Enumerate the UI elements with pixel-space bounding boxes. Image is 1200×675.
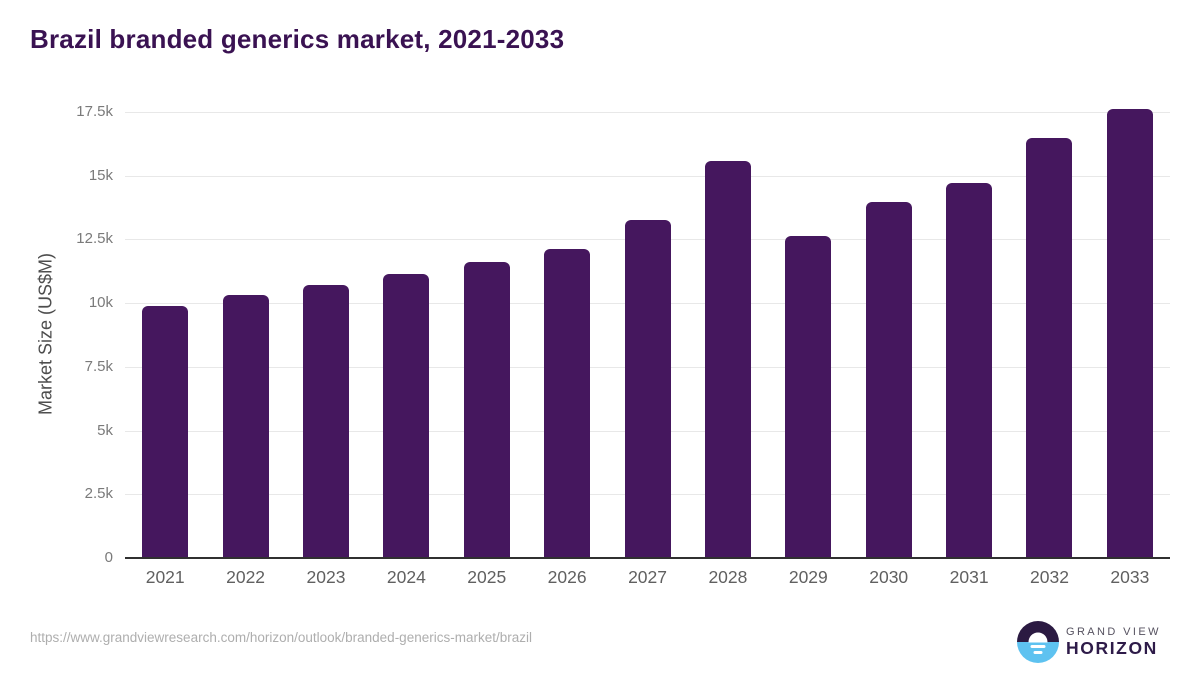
x-tick-label: 2024 — [386, 567, 426, 587]
x-tick-labels: 2021 2022 2023 2024 2025 2026 2027 2028 2029 2030… — [125, 567, 1170, 588]
logo-text: GRAND VIEW HORIZON — [1066, 626, 1161, 658]
bar-2023[interactable] — [302, 284, 349, 558]
bar-2030[interactable] — [865, 202, 912, 558]
x-tick-label: 2026 — [547, 567, 587, 587]
bar-slot — [1090, 92, 1170, 558]
y-tick-label: 2.5k — [84, 485, 113, 503]
y-tick-label: 12.5k — [76, 230, 113, 248]
y-tick-labels: 0 2.5k 5k 7.5k 10k 12.5k 15k 17.5k — [52, 103, 113, 566]
logo-horizon-label: HORIZON — [1066, 638, 1158, 658]
logo-grand-view-label: GRAND VIEW — [1066, 626, 1161, 638]
x-tick-label: 2032 — [1030, 567, 1069, 587]
bar-slot — [1009, 92, 1089, 558]
plot-area — [125, 108, 1170, 559]
y-tick-label: 0 — [104, 549, 113, 566]
y-tick-label: 5k — [97, 421, 113, 439]
y-tick-label: 7.5k — [84, 357, 113, 375]
reflection-line — [1033, 651, 1043, 654]
bar-slot — [286, 92, 366, 558]
bar-2032[interactable] — [1026, 137, 1073, 558]
bars — [125, 92, 1170, 558]
x-tick-label: 2023 — [306, 567, 346, 587]
x-axis-line — [125, 557, 1170, 559]
bar-2028[interactable] — [704, 161, 751, 558]
source-url: https://www.grandviewresearch.com/horizo… — [30, 630, 532, 645]
bar-slot — [849, 92, 929, 558]
x-tick-label: 2022 — [226, 567, 266, 587]
x-tick-label: 2029 — [788, 567, 828, 587]
bar-slot — [607, 92, 687, 558]
bar-2026[interactable] — [544, 249, 591, 558]
bar-slot — [688, 92, 768, 558]
bar-2033[interactable] — [1106, 108, 1153, 558]
bar-slot — [527, 92, 607, 558]
bar-slot — [125, 92, 205, 558]
bar-2021[interactable] — [142, 305, 189, 558]
x-tick-label: 2028 — [708, 567, 748, 587]
gridline — [125, 112, 1170, 113]
bar-slot — [447, 92, 527, 558]
y-tick-label: 10k — [88, 294, 113, 312]
bar-2027[interactable] — [624, 219, 671, 558]
gridline — [125, 175, 1170, 177]
x-tick-label: 2033 — [1110, 567, 1150, 587]
sun-shape — [1028, 632, 1048, 642]
horizon-sunrise-icon — [1017, 621, 1059, 663]
x-tick-label: 2025 — [467, 567, 507, 587]
bar-2024[interactable] — [383, 274, 430, 558]
x-tick-label: 2030 — [869, 567, 909, 587]
bar-2022[interactable] — [222, 294, 269, 558]
x-tick-label: 2031 — [949, 567, 989, 587]
x-tick-label: 2021 — [145, 567, 185, 587]
bar-slot — [929, 92, 1009, 558]
bar-2025[interactable] — [463, 262, 510, 558]
page-title: Brazil branded generics market, 2021-203… — [30, 24, 565, 54]
y-tick-label: 17.5k — [76, 103, 113, 120]
bar-slot — [205, 92, 285, 558]
y-tick-label: 15k — [88, 166, 113, 184]
bar-slot — [366, 92, 446, 558]
bar-2029[interactable] — [785, 235, 832, 558]
bar-slot — [768, 92, 848, 558]
reflection-line — [1030, 645, 1046, 648]
x-tick-label: 2027 — [628, 567, 667, 587]
brand-logo: GRAND VIEW HORIZON — [1017, 621, 1161, 663]
bar-2031[interactable] — [946, 183, 993, 558]
